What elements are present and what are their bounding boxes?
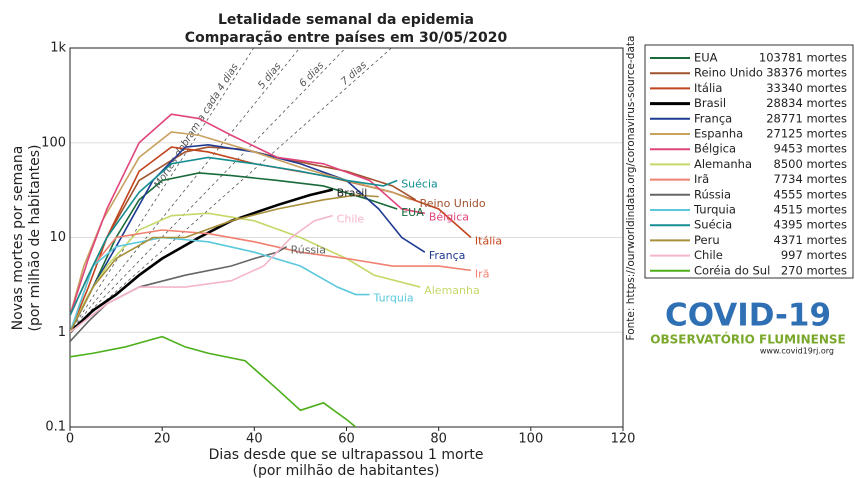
series-end-label: Chile <box>337 213 365 226</box>
legend-deaths: 38376 mortes <box>766 66 847 80</box>
legend-deaths: 4515 mortes <box>774 203 847 217</box>
legend-deaths: 4371 mortes <box>774 233 847 247</box>
legend-deaths: 7734 mortes <box>774 172 847 186</box>
chart-title: Letalidade semanal da epidemia <box>218 12 474 28</box>
series-line <box>70 245 288 342</box>
series-line <box>70 236 370 333</box>
legend-label: Brasil <box>694 96 726 110</box>
series-line <box>70 212 421 333</box>
legend-deaths: 28771 mortes <box>766 111 847 125</box>
series-end-label: Alemanha <box>424 284 480 297</box>
y-axis-title: (por milhão de habitantes) <box>27 145 43 332</box>
logo-title: COVID-19 <box>665 298 831 334</box>
legend-deaths: 270 mortes <box>781 263 847 277</box>
legend-deaths: 4395 mortes <box>774 218 847 232</box>
legend-label: Rússia <box>694 187 731 201</box>
x-tick-label: 120 <box>611 432 636 447</box>
source: Fonte: https://ourworldindata.org/corona… <box>625 36 637 341</box>
series-end-label: Brasil <box>337 187 368 200</box>
y-tick-label: 100 <box>41 135 66 150</box>
series-end-label: Itália <box>475 235 502 248</box>
doubling-label: 7 dias <box>339 60 369 88</box>
legend-label: Bélgica <box>694 142 736 156</box>
y-tick-label: 1k <box>50 41 66 56</box>
logo-subtitle: OBSERVATÓRIO FLUMINENSE <box>650 332 845 347</box>
series-line <box>70 214 333 333</box>
logo-url: www.covid19rj.org <box>760 347 834 356</box>
x-tick-label: 0 <box>66 432 74 447</box>
doubling-line <box>70 48 300 333</box>
legend-label: França <box>694 111 732 125</box>
legend-deaths: 8500 mortes <box>774 157 847 171</box>
legend-label: Coréia do Sul <box>694 263 770 277</box>
doubling-label: 6 dias <box>297 60 326 89</box>
series-end-label: Rússia <box>291 244 326 257</box>
doubling-line <box>70 48 255 333</box>
x-tick-label: 20 <box>154 432 171 447</box>
legend-label: Irã <box>694 172 709 186</box>
series-end-label: Reino Unido <box>420 197 486 210</box>
x-tick-label: 40 <box>246 432 263 447</box>
legend-deaths: 9453 mortes <box>774 142 847 156</box>
legend-deaths: 4555 mortes <box>774 187 847 201</box>
doubling-label: 5 dias <box>256 61 283 91</box>
chart-title: Comparação entre países em 30/05/2020 <box>185 30 508 46</box>
legend-deaths: 103781 mortes <box>759 51 847 65</box>
y-tick-label: 1 <box>58 325 66 340</box>
series-line <box>70 144 426 333</box>
series-end-label: EUA <box>401 206 424 219</box>
legend-label: EUA <box>694 51 718 65</box>
legend-box <box>644 44 854 279</box>
legend-label: Chile <box>694 248 723 262</box>
series-line <box>70 156 398 316</box>
legend-deaths: 27125 mortes <box>766 127 847 141</box>
series-end-label: Bélgica <box>429 210 469 223</box>
legend-label: Suécia <box>694 218 732 232</box>
x-tick-label: 100 <box>518 432 543 447</box>
y-tick-label: 10 <box>49 230 66 245</box>
doubling-label: Mortes dobram a cada 4 dias <box>152 62 240 191</box>
legend-deaths: 33340 mortes <box>766 81 847 95</box>
series-line <box>70 229 472 333</box>
y-axis-title: Novas mortes por semana <box>10 146 26 331</box>
legend-label: Espanha <box>694 127 743 141</box>
legend-label: Reino Unido <box>694 66 763 80</box>
series-line <box>70 194 379 333</box>
series-end-label: Turquia <box>373 292 414 305</box>
series-end-label: França <box>429 249 466 262</box>
y-tick-label: 0.1 <box>45 420 66 435</box>
doubling-line <box>70 48 346 333</box>
legend-deaths: 997 mortes <box>781 248 847 262</box>
plot-frame <box>69 47 624 428</box>
series-end-label: Suécia <box>401 177 438 190</box>
legend-label: Itália <box>694 81 722 95</box>
x-axis-title: Dias desde que se ultrapassou 1 morte <box>209 447 484 463</box>
x-axis-title: (por milhão de habitantes) <box>253 463 440 478</box>
series-end-label: Irã <box>475 267 490 280</box>
legend-label: Peru <box>694 233 720 247</box>
x-tick-label: 80 <box>430 432 447 447</box>
legend-deaths: 28834 mortes <box>766 96 847 110</box>
x-tick-label: 60 <box>338 432 355 447</box>
series-line <box>70 335 357 427</box>
series-line <box>70 188 333 334</box>
legend-label: Alemanha <box>694 157 752 171</box>
legend-label: Turquia <box>693 203 736 217</box>
